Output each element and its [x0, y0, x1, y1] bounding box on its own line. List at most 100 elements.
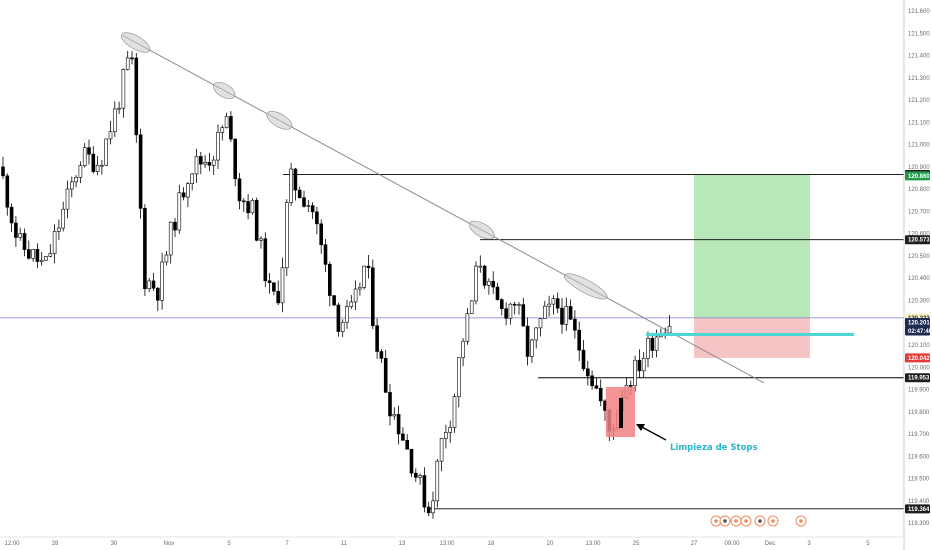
candle — [512, 303, 517, 306]
x-tick-label: Dec — [765, 541, 776, 547]
candle — [478, 265, 483, 268]
price-tag[interactable] — [905, 318, 930, 328]
candle — [555, 298, 560, 309]
price-tag-label: 119.953 — [908, 376, 930, 382]
y-tick-label: 119.800 — [908, 410, 930, 416]
candle — [267, 280, 272, 284]
price-tag[interactable] — [905, 504, 930, 514]
candle — [306, 205, 311, 207]
event-dot — [734, 519, 738, 523]
candle — [276, 290, 281, 304]
candle — [345, 306, 349, 323]
x-tick-label: 13:00 — [439, 541, 455, 547]
candle — [164, 254, 169, 263]
event-dot — [771, 519, 775, 523]
loss-zone[interactable] — [694, 317, 810, 358]
candle — [130, 57, 134, 60]
candle — [469, 300, 474, 314]
y-tick-label: 120.800 — [908, 187, 930, 193]
candle — [259, 238, 263, 241]
candle — [1, 166, 5, 177]
candle — [108, 131, 113, 140]
price-tag[interactable] — [905, 373, 930, 383]
candle — [70, 181, 74, 190]
candle — [293, 168, 298, 191]
price-tag-label: 120.573 — [908, 238, 930, 244]
price-tag[interactable] — [905, 326, 930, 336]
y-tick-label: 119.500 — [908, 477, 930, 483]
candle — [194, 156, 199, 175]
candle — [448, 427, 453, 433]
touch-marker — [121, 32, 151, 53]
y-tick-label: 121.600 — [908, 9, 930, 15]
x-tick-label: 11 — [341, 541, 348, 547]
candle — [465, 313, 470, 342]
candle — [229, 116, 233, 140]
candle — [401, 433, 405, 441]
y-tick-label: 121.400 — [908, 54, 930, 60]
x-tick-label: 7 — [285, 541, 289, 547]
x-tick-label: 28 — [52, 541, 59, 547]
y-tick-label: 119.600 — [908, 454, 930, 460]
candle — [151, 280, 156, 289]
candle — [297, 189, 302, 199]
candle — [413, 472, 418, 478]
x-tick-label: 3 — [807, 541, 811, 547]
price-axis[interactable]: 121.600 121.500 121.400 121.300 121.200 121.1… — [903, 0, 932, 550]
candle — [358, 287, 362, 290]
touch-marker — [564, 273, 608, 300]
touch-marker — [266, 111, 293, 130]
y-tick-label: 119.400 — [908, 499, 930, 505]
candle — [91, 153, 96, 172]
candle — [452, 396, 457, 428]
candle — [48, 253, 53, 257]
price-tag[interactable] — [905, 353, 930, 363]
candle — [319, 223, 324, 246]
candle — [444, 432, 448, 439]
candle — [332, 295, 336, 306]
candle — [585, 368, 590, 377]
candle — [246, 201, 250, 214]
candle — [233, 138, 237, 180]
candle — [336, 304, 341, 332]
candle — [302, 197, 306, 207]
annotation-arrow — [639, 425, 667, 441]
candle — [530, 339, 534, 357]
event-dot — [714, 519, 718, 523]
price-tag[interactable] — [905, 235, 930, 245]
candle — [577, 329, 582, 351]
candle — [349, 301, 354, 307]
y-tick-label: 121.200 — [908, 98, 930, 104]
profit-zone[interactable] — [694, 174, 810, 318]
price-tag[interactable] — [905, 171, 930, 181]
price-tag-label: 120.860 — [908, 174, 930, 180]
candle — [581, 349, 586, 370]
candle — [199, 156, 203, 165]
candle — [633, 359, 637, 387]
candle — [628, 385, 633, 387]
price-tag-label: 120.042 — [908, 356, 930, 362]
y-tick-label: 120.400 — [908, 276, 930, 282]
cyan-level-marker[interactable] — [646, 333, 854, 336]
y-tick-label: 120.100 — [908, 343, 930, 349]
candle — [495, 286, 500, 300]
candle — [456, 357, 461, 397]
candle — [177, 192, 182, 231]
candle — [370, 267, 375, 326]
candle — [619, 398, 623, 428]
x-tick-label: 09:00 — [724, 541, 740, 547]
candle — [181, 192, 186, 198]
candle — [263, 238, 268, 282]
candle — [598, 387, 603, 402]
candle — [134, 57, 139, 136]
candle — [383, 358, 388, 393]
candle — [409, 448, 414, 474]
time-axis[interactable]: 12:00 28 30 Nov 5 7 11 13 13:00 18 20 13:00 25 27 09:0… — [0, 536, 904, 547]
candle — [284, 202, 289, 269]
candle — [31, 249, 35, 259]
candle — [487, 280, 491, 286]
candle — [323, 244, 328, 265]
candle — [310, 205, 315, 213]
candle — [242, 200, 246, 203]
